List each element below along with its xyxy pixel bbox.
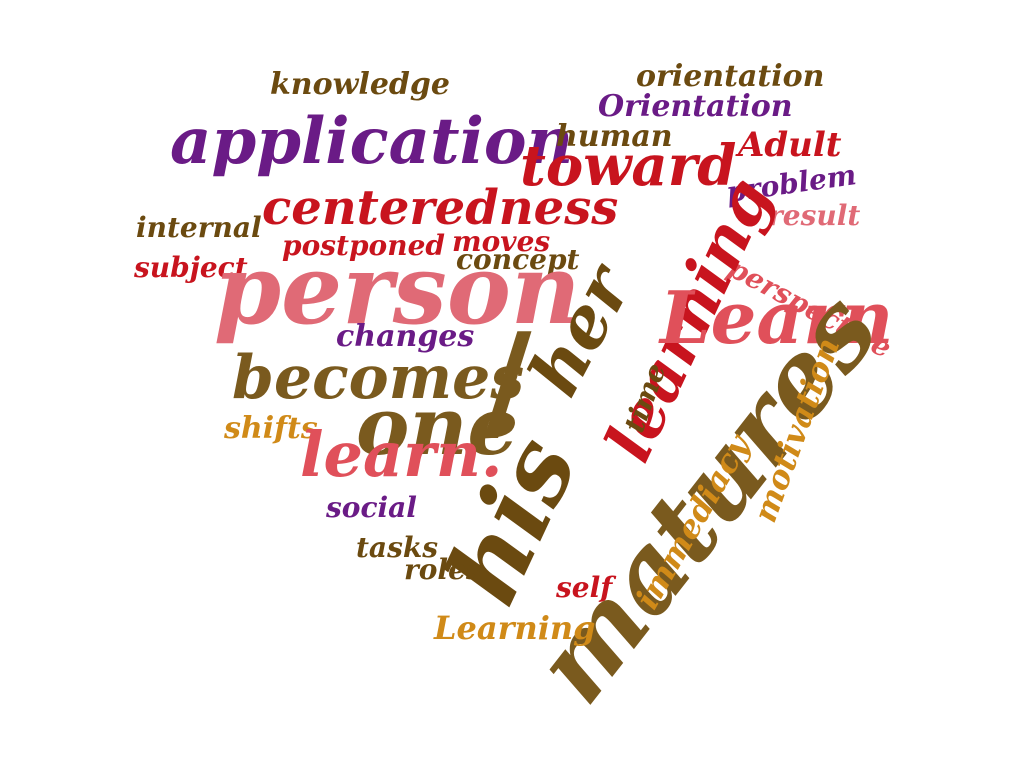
word-human: human bbox=[556, 119, 673, 154]
word-slash: / bbox=[484, 304, 532, 457]
word-orientation-lower: orientation bbox=[636, 59, 825, 94]
word-roles: roles bbox=[404, 553, 482, 586]
word-tasks: tasks bbox=[356, 531, 439, 564]
word-internal: internal bbox=[136, 211, 262, 244]
word-subject: subject bbox=[134, 251, 248, 284]
word-result: result bbox=[768, 199, 861, 232]
word-shifts: shifts bbox=[224, 411, 318, 446]
word-centeredness: centeredness bbox=[262, 180, 619, 236]
word-knowledge: knowledge bbox=[270, 67, 450, 102]
word-person: person bbox=[214, 233, 581, 346]
word-social: social bbox=[326, 491, 417, 524]
word-changes: changes bbox=[336, 319, 475, 354]
word-learn: learn. bbox=[300, 418, 503, 491]
word-one: one bbox=[356, 379, 519, 473]
word-learning-bottom: Learning bbox=[434, 609, 596, 647]
word-moves: moves bbox=[452, 225, 551, 258]
word-postponed: postponed bbox=[282, 229, 445, 262]
word-concept: concept bbox=[456, 243, 580, 276]
word-toward: toward bbox=[520, 133, 737, 199]
word-orientation-capital: Orientation bbox=[598, 89, 793, 124]
word-adult: Adult bbox=[738, 125, 842, 165]
word-learn-capital: Learn bbox=[660, 275, 894, 360]
word-self: self bbox=[556, 571, 613, 604]
word-application: application bbox=[170, 104, 574, 179]
word-becomes: becomes bbox=[232, 343, 525, 413]
